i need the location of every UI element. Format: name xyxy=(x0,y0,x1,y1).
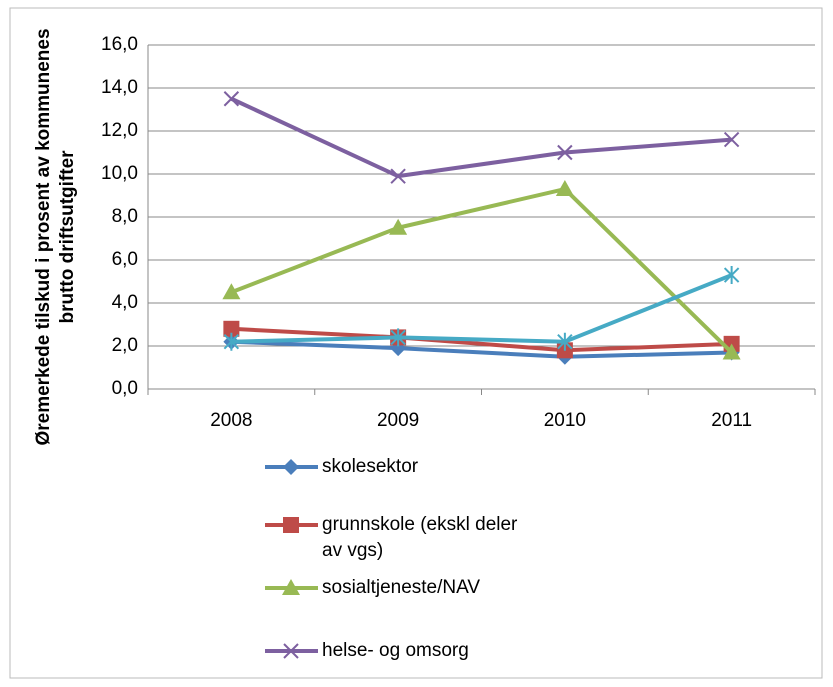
y-tick-label: 6,0 xyxy=(112,249,138,270)
marker xyxy=(222,283,241,300)
series-line xyxy=(231,273,733,344)
series-line xyxy=(230,187,734,354)
marker xyxy=(223,91,240,107)
y-tick-label: 16,0 xyxy=(101,34,138,55)
legend-label: skolesektor xyxy=(322,456,419,477)
marker xyxy=(557,144,573,161)
marker xyxy=(723,131,740,148)
y-axis-label: Øremerkede tilskud i prosent av kommunen… xyxy=(33,28,78,445)
y-tick-label: 2,0 xyxy=(112,335,138,356)
series-line xyxy=(231,339,732,359)
marker xyxy=(283,517,299,533)
legend-label: helse- og omsorg xyxy=(322,640,469,661)
marker xyxy=(557,332,573,351)
marker xyxy=(390,168,406,184)
marker xyxy=(389,218,408,235)
series-line xyxy=(231,326,732,353)
marker xyxy=(283,459,299,475)
y-tick-label: 12,0 xyxy=(101,120,138,141)
series-line xyxy=(230,96,732,179)
x-tick-label: 2008 xyxy=(210,410,252,431)
marker xyxy=(390,328,406,347)
x-tick-label: 2009 xyxy=(377,410,419,431)
marker xyxy=(283,643,299,659)
x-tick-label: 2010 xyxy=(544,410,586,431)
x-tick-label: 2011 xyxy=(711,410,752,431)
y-tick-label: 0,0 xyxy=(112,378,138,399)
marker xyxy=(223,320,240,337)
marker xyxy=(223,332,240,351)
chart-border xyxy=(9,7,823,679)
marker xyxy=(723,266,740,285)
marker xyxy=(282,579,300,595)
legend-label: sosialtjeneste/NAV xyxy=(322,577,481,598)
y-tick-label: 14,0 xyxy=(101,77,138,98)
marker xyxy=(555,180,574,197)
y-tick-label: 8,0 xyxy=(112,206,138,227)
legend-label: grunnskole (ekskl deler av vgs) xyxy=(322,514,518,561)
y-axis-label-line: brutto driftsutgifter xyxy=(57,150,78,324)
y-axis-label-line: Øremerkede tilskud i prosent av kommunen… xyxy=(33,28,54,445)
y-tick-label: 10,0 xyxy=(101,163,138,184)
y-tick-label: 4,0 xyxy=(112,292,138,313)
marker xyxy=(722,343,741,360)
